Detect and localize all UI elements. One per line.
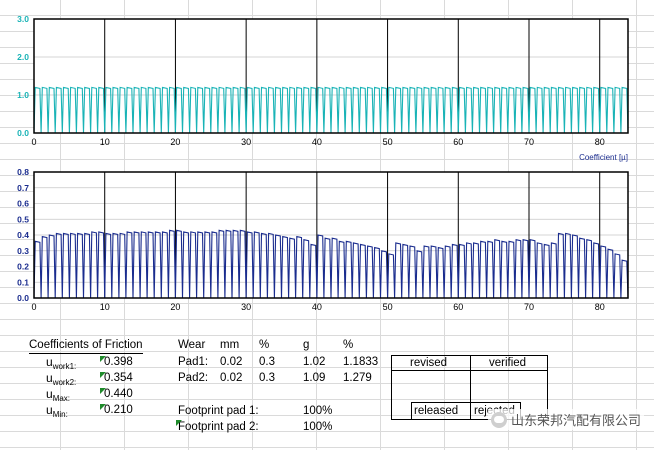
coefficient-symbol: u: [46, 387, 53, 401]
coefficient-label: uwork2:: [46, 371, 76, 387]
cell-comment-marker-icon: [100, 356, 106, 362]
coefficient-symbol: u: [46, 371, 53, 385]
wear-header: g: [303, 339, 310, 351]
wear-header: %: [259, 339, 270, 351]
watermark: 山东荣邦汽配有限公司: [487, 409, 644, 430]
coefficients-title: Coefficients of Friction: [29, 338, 143, 354]
wear-header: mm: [220, 339, 240, 351]
x-tick-label: 10: [100, 137, 110, 147]
coefficient-subscript: work2:: [52, 378, 77, 387]
y-tick-label: 0.4: [17, 230, 29, 240]
footprint-value: 100%: [303, 405, 333, 417]
wear-header: %: [343, 339, 354, 351]
y-tick-label: 0.8: [17, 167, 29, 177]
signoff-divider: [391, 370, 547, 371]
coefficient-value: 0.210: [104, 404, 133, 416]
x-tick-label: 30: [241, 137, 251, 147]
x-tick-label: 40: [312, 137, 322, 147]
wear-header: Wear: [178, 339, 206, 351]
wear-cell: 1.02: [303, 356, 326, 368]
footprint-value: 100%: [303, 421, 333, 433]
y-tick-label: 0.5: [17, 214, 29, 224]
chart-top: 0.0 1.0 2.0 3.0 0 10 20 30 40 50 60 70 80 Coefficient…: [17, 14, 629, 162]
x-tick-label: 0: [31, 137, 36, 147]
x-tick-label: 10: [100, 302, 110, 312]
coefficient-label: uMax:: [46, 387, 70, 403]
x-tick-label: 20: [170, 137, 180, 147]
wear-cell: 1.279: [343, 372, 372, 384]
wechat-logo-icon: [490, 411, 507, 428]
coefficient-subscript: Min:: [52, 410, 68, 419]
x-tick-label: 70: [524, 302, 534, 312]
wear-cell: Pad2:: [178, 372, 209, 384]
wear-cell: 1.09: [303, 372, 326, 384]
y-tick-label: 3.0: [17, 14, 29, 24]
signoff-box: [391, 355, 548, 420]
y-tick-label: 2.0: [17, 52, 29, 62]
y-tick-label: 0.1: [17, 277, 29, 287]
watermark-text: 山东荣邦汽配有限公司: [510, 413, 641, 428]
x-tick-label: 70: [524, 137, 534, 147]
x-tick-label: 80: [595, 137, 605, 147]
x-tick-label: 30: [241, 302, 251, 312]
y-tick-label: 0.3: [17, 246, 29, 256]
x-tick-label: 0: [31, 302, 36, 312]
released-label: released: [414, 405, 459, 417]
coefficient-label: uMin:: [46, 403, 68, 419]
revised-label: revised: [410, 357, 448, 369]
wear-cell: 0.3: [259, 356, 275, 368]
footprint-label: Footprint pad 2:: [178, 421, 259, 433]
cell-comment-marker-icon: [176, 420, 182, 426]
coefficient-value: 0.354: [104, 372, 133, 384]
plot-frame: [33, 171, 629, 299]
chart-bottom: 0.0 0.1 0.2 0.3 0.4 0.5 0.6 0.7 0.8 0 10 20 30 40 50 60…: [17, 167, 629, 312]
x-tick-label: 20: [170, 302, 180, 312]
signoff-divider: [411, 402, 412, 419]
coefficient-symbol: u: [46, 355, 53, 369]
x-tick-label: 50: [383, 137, 393, 147]
coefficient-value: 0.398: [104, 356, 133, 368]
x-tick-label: 40: [312, 302, 322, 312]
y-tick-label: 0.2: [17, 262, 29, 272]
x-axis-label: Coefficient [µ]: [579, 153, 628, 162]
y-tick-label: 0.0: [17, 293, 29, 303]
wear-cell: 0.02: [220, 372, 243, 384]
x-tick-label: 60: [453, 137, 463, 147]
cell-comment-marker-icon: [100, 388, 106, 394]
verified-label: verified: [489, 357, 527, 369]
y-tick-label: 0.0: [17, 128, 29, 138]
plot-frame: [33, 18, 629, 134]
y-tick-label: 0.6: [17, 199, 29, 209]
wear-cell: 0.02: [220, 356, 243, 368]
wear-cell: 0.3: [259, 372, 275, 384]
coefficient-value: 0.440: [104, 388, 133, 400]
x-tick-label: 60: [453, 302, 463, 312]
x-tick-label: 80: [595, 302, 605, 312]
coefficient-label: uwork1:: [46, 355, 76, 371]
wear-cell: 1.1833: [343, 356, 379, 368]
y-tick-label: 1.0: [17, 90, 29, 100]
y-tick-label: 0.7: [17, 183, 29, 193]
x-tick-label: 50: [383, 302, 393, 312]
coefficient-subscript: work1:: [52, 362, 77, 371]
wear-cell: Pad1:: [178, 356, 209, 368]
cell-comment-marker-icon: [100, 404, 106, 410]
signoff-divider: [411, 402, 521, 403]
coefficient-symbol: u: [46, 403, 53, 417]
signoff-divider: [470, 355, 471, 419]
footprint-label: Footprint pad 1:: [178, 405, 259, 417]
cell-comment-marker-icon: [100, 372, 106, 378]
coefficient-subscript: Max:: [52, 394, 71, 403]
